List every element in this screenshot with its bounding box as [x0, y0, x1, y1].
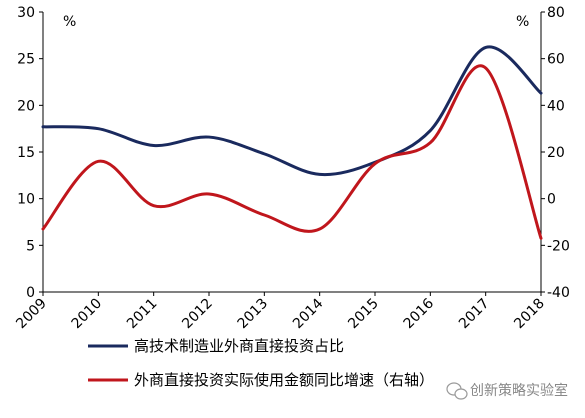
x-tick-label: 2013 [235, 296, 272, 333]
right-tick-label: 0 [547, 192, 556, 208]
left-tick-label: 10 [17, 192, 35, 208]
legend-label-2: 外商直接投资实际使用金额同比增速（右轴） [134, 371, 434, 389]
right-tick-label: 20 [547, 145, 565, 161]
series-layer [41, 45, 543, 240]
x-tick-label: 2015 [345, 296, 382, 333]
series-line-2 [41, 64, 543, 240]
series-line-1 [41, 45, 543, 177]
left-tick-label: 0 [26, 285, 35, 301]
x-tick-label: 2017 [456, 296, 493, 333]
right-tick-label: -40 [547, 285, 570, 301]
x-tick-label: 2011 [124, 296, 161, 333]
x-tick-label: 2018 [511, 296, 548, 333]
right-tick-label: 40 [547, 98, 565, 114]
left-tick-label: 30 [17, 5, 35, 21]
watermark-text: 创新策略实验室 [470, 382, 568, 399]
left-tick-label: 15 [17, 145, 35, 161]
wechat-icon [446, 382, 468, 400]
x-tick-label: 2012 [179, 296, 216, 333]
wechat-icon-bubble-2 [454, 388, 468, 400]
watermark: 创新策略实验室 [446, 382, 568, 400]
right-tick-label: -20 [547, 238, 570, 254]
legend-label-1: 高技术制造业外商直接投资占比 [134, 337, 344, 355]
right-tick-label: 80 [547, 5, 565, 21]
left-unit-label: % [63, 14, 76, 30]
x-tick-label: 2010 [69, 296, 106, 333]
left-tick-label: 20 [17, 98, 35, 114]
right-tick-label: 60 [547, 52, 565, 68]
x-tick-label: 2014 [290, 295, 327, 332]
left-tick-label: 25 [17, 52, 35, 68]
x-tick-label: 2016 [401, 295, 438, 332]
left-tick-label: 5 [26, 238, 35, 254]
right-unit-label: % [516, 14, 529, 30]
